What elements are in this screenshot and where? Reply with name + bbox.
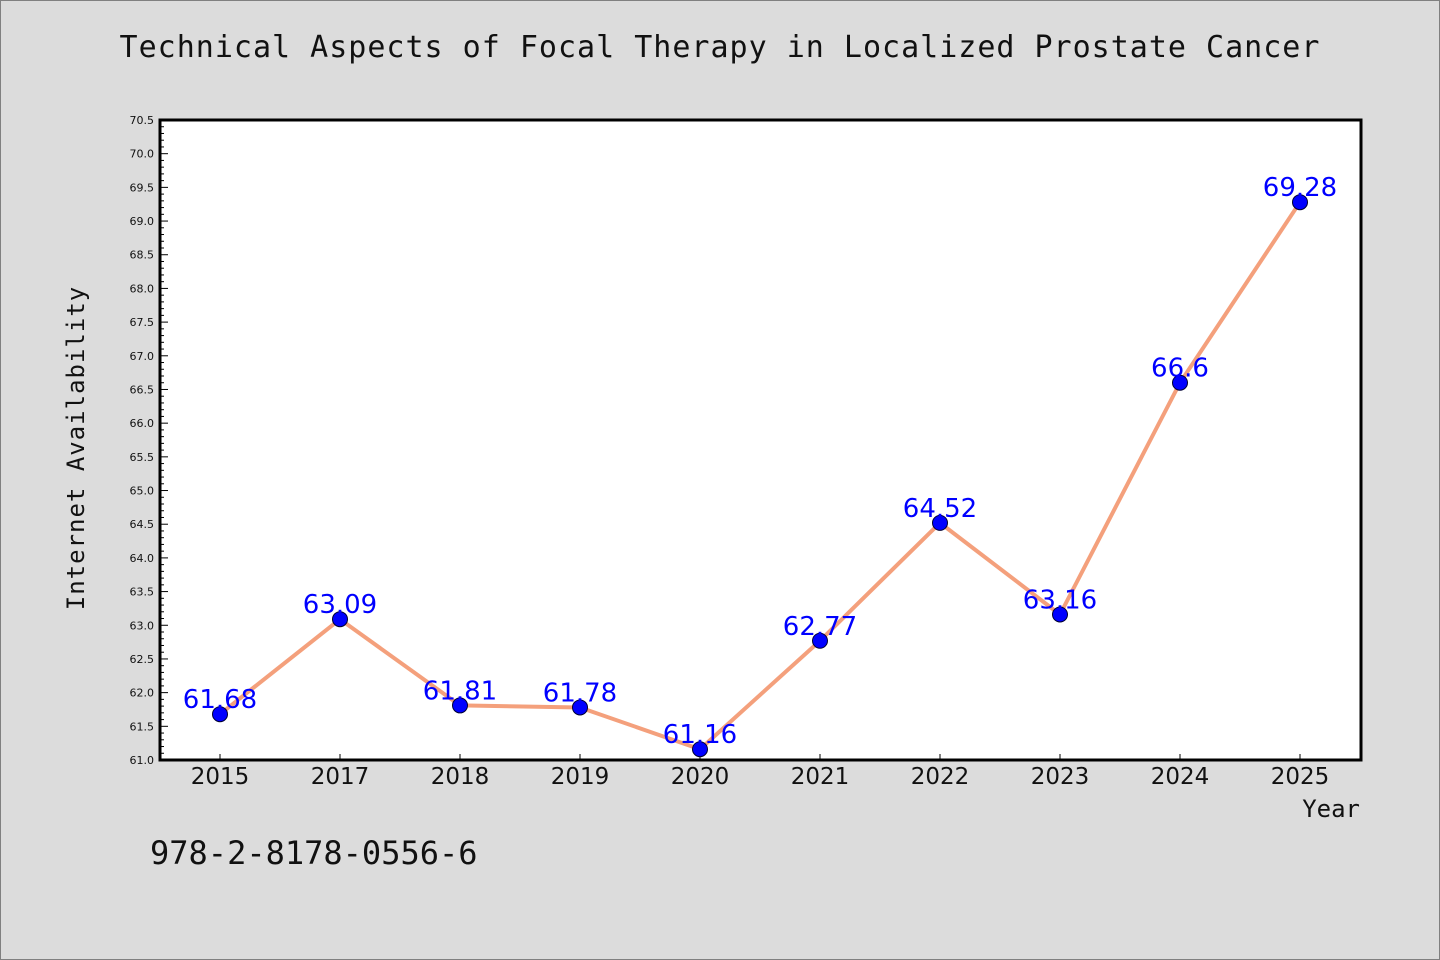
data-point <box>812 632 828 649</box>
y-tick-label: 70.5 <box>130 114 155 127</box>
x-tick-label: 2025 <box>1271 764 1330 790</box>
x-tick-label: 2023 <box>1031 764 1090 790</box>
data-point <box>212 706 228 723</box>
data-label: 66.6 <box>1151 354 1209 384</box>
data-point <box>572 699 588 716</box>
x-tick-label: 2022 <box>911 764 970 790</box>
data-label: 61.68 <box>183 685 257 715</box>
data-label: 69.28 <box>1263 173 1337 203</box>
x-tick-label: 2020 <box>671 764 730 790</box>
y-tick-label: 64.5 <box>130 518 155 531</box>
y-tick-label: 69.0 <box>130 215 155 228</box>
y-tick-label: 63.5 <box>130 586 155 599</box>
y-tick-label: 69.5 <box>130 181 155 194</box>
y-tick-label: 62.5 <box>130 653 155 666</box>
y-tick-label: 65.0 <box>130 485 155 498</box>
y-tick-label: 61.5 <box>130 720 155 733</box>
data-label: 63.09 <box>303 590 377 620</box>
data-label: 62.77 <box>783 612 857 642</box>
data-point <box>332 611 348 628</box>
x-tick-label: 2021 <box>791 764 850 790</box>
data-label: 61.16 <box>663 720 737 750</box>
data-label: 63.16 <box>1023 585 1097 615</box>
x-tick-label: 2015 <box>191 764 250 790</box>
data-point <box>1052 606 1068 623</box>
data-point <box>1292 194 1308 211</box>
data-point <box>692 741 708 758</box>
data-point <box>1172 374 1188 391</box>
y-tick-label: 68.5 <box>130 249 155 262</box>
y-tick-label: 61.0 <box>130 754 155 767</box>
data-point <box>932 514 948 531</box>
data-label: 61.81 <box>423 676 497 706</box>
y-tick-label: 67.5 <box>130 316 155 329</box>
y-tick-label: 66.5 <box>130 383 155 396</box>
plot-area <box>158 118 1363 762</box>
y-tick-label: 70.0 <box>130 148 155 161</box>
y-tick-label: 66.0 <box>130 417 155 430</box>
x-tick-label: 2019 <box>551 764 610 790</box>
isbn-footnote: 978-2-8178-0556-6 <box>150 834 478 872</box>
x-tick-label: 2017 <box>311 764 370 790</box>
data-label: 61.78 <box>543 678 617 708</box>
x-axis-title: Year <box>1302 795 1360 823</box>
series-line <box>218 201 1302 752</box>
x-tick-label: 2018 <box>431 764 490 790</box>
y-tick-label: 62.0 <box>130 687 155 700</box>
y-tick-label: 65.5 <box>130 451 155 464</box>
y-tick-label: 67.0 <box>130 350 155 363</box>
data-point <box>452 697 468 714</box>
y-tick-label: 64.0 <box>130 552 155 565</box>
chart-title: Technical Aspects of Focal Therapy in Lo… <box>119 30 1321 65</box>
data-label: 64.52 <box>903 494 977 524</box>
y-tick-label: 68.0 <box>130 282 155 295</box>
x-tick-label: 2024 <box>1151 764 1210 790</box>
y-tick-label: 63.0 <box>130 619 155 632</box>
